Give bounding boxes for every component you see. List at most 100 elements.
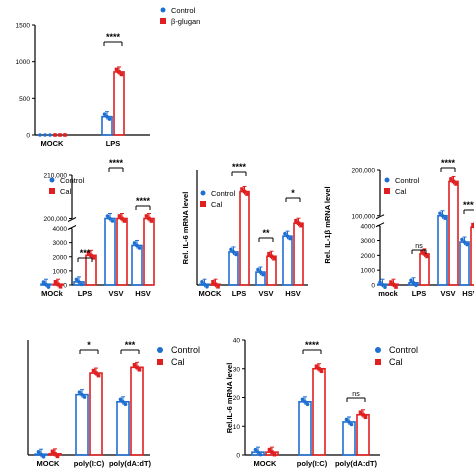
- treat-bar: [356, 413, 370, 456]
- treat-point: [420, 249, 424, 254]
- category-label: VSV: [258, 289, 273, 298]
- category-label: MOCK: [37, 459, 60, 468]
- treat-point: [96, 373, 101, 378]
- significance-label: ****: [463, 200, 474, 210]
- category-label: poly(I:C): [74, 459, 105, 468]
- y-tick-label: 2000: [361, 253, 376, 260]
- treat-point: [122, 219, 127, 223]
- treat-point: [58, 284, 63, 289]
- control-point: [414, 283, 418, 288]
- panel-f: 0 10 20 30 40 MOCK poly(I:C) poly(dA:dT) Rel.IL-…: [225, 338, 418, 469]
- control-point: [110, 219, 115, 223]
- treat-point: [451, 179, 456, 184]
- y-tick-label: 40: [233, 338, 241, 345]
- treat-point: [147, 216, 151, 221]
- control-point: [36, 449, 41, 454]
- category-label: poly(I:C): [297, 459, 328, 468]
- treat-point: [361, 412, 365, 417]
- category-label: LPS: [232, 289, 247, 298]
- treat-point: [53, 452, 57, 456]
- control-point: [132, 241, 137, 245]
- significance-label: ****: [109, 158, 124, 168]
- significance-label: ***: [80, 248, 91, 258]
- treat-point: [55, 454, 60, 459]
- legend-label-control: Control: [171, 345, 200, 355]
- legend-marker-treat: [384, 188, 390, 194]
- treat-bar: [89, 372, 103, 456]
- control-point: [438, 211, 442, 216]
- treat-point: [272, 256, 276, 261]
- y-tick-label: 200,000: [352, 168, 376, 175]
- treat-point: [267, 447, 272, 452]
- treat-bar: [266, 255, 277, 286]
- control-point: [460, 237, 464, 242]
- control-point: [205, 284, 209, 289]
- treat-bar: [130, 366, 144, 456]
- control-point: [440, 213, 445, 218]
- treat-point: [216, 284, 220, 289]
- category-label: poly(dA:dT): [109, 459, 152, 468]
- category-label: MOCK: [41, 139, 64, 148]
- y-tick-label: 100,000: [352, 213, 376, 220]
- treat-point: [242, 189, 247, 194]
- significance-label: ns: [415, 243, 423, 250]
- control-point: [79, 282, 84, 287]
- treat-point: [117, 70, 121, 74]
- treat-point: [267, 251, 271, 256]
- y-tick-label: 0: [26, 133, 30, 140]
- control-point: [137, 246, 142, 250]
- treat-point: [394, 285, 398, 289]
- treat-point: [389, 280, 393, 284]
- treat-point: [240, 187, 244, 191]
- significance-label: ****: [441, 158, 456, 168]
- legend-label-treat: Cal: [389, 357, 403, 367]
- treat-bar: [470, 226, 474, 286]
- treat-point: [391, 282, 396, 287]
- significance-label: ****: [232, 162, 247, 172]
- category-label: LPS: [412, 289, 427, 298]
- control-point: [256, 267, 260, 272]
- legend-marker-control: [375, 347, 381, 353]
- treat-point: [135, 365, 139, 370]
- category-label: MOCK: [254, 459, 277, 468]
- treat-point: [144, 214, 149, 218]
- treat-point: [86, 251, 91, 255]
- treat-point: [363, 415, 368, 420]
- panel-c: MOCK LPS VSV HSV Rel. IL-6 mRNA level Control…: [181, 162, 308, 298]
- control-point: [462, 240, 467, 244]
- axis-break-icon: [67, 217, 77, 230]
- treat-point: [269, 254, 274, 259]
- legend-label-treat: Cal: [211, 200, 223, 209]
- y-tick-label: 3000: [361, 238, 376, 245]
- control-point: [48, 133, 52, 137]
- legend-marker-treat: [375, 359, 381, 365]
- control-point: [409, 278, 413, 283]
- control-point: [288, 236, 292, 241]
- control-bar: [75, 393, 89, 456]
- y-tick-label: 210,000: [44, 173, 68, 180]
- control-point: [443, 216, 447, 221]
- control-point: [231, 250, 236, 254]
- control-point: [44, 282, 48, 287]
- treat-point: [91, 256, 96, 260]
- panel-a: 0 500 1000 1500 MOCK LPS Control β-glugan ****: [16, 6, 201, 148]
- legend-marker-treat: [160, 18, 166, 24]
- significance-label: ****: [136, 196, 151, 206]
- control-point: [283, 231, 287, 236]
- treat-point: [272, 452, 277, 457]
- control-point: [234, 252, 238, 257]
- control-point: [123, 402, 128, 407]
- treat-point: [114, 67, 119, 72]
- treat-point: [422, 252, 427, 256]
- treat-point: [358, 410, 363, 415]
- legend-marker-control: [157, 347, 163, 353]
- y-tick-label: 0: [371, 283, 375, 290]
- y-tick-label: 20: [233, 395, 241, 402]
- control-point: [303, 400, 307, 404]
- treat-bar: [85, 254, 97, 286]
- control-bar: [437, 214, 448, 286]
- category-label: LPS: [78, 289, 93, 298]
- control-point: [465, 242, 469, 247]
